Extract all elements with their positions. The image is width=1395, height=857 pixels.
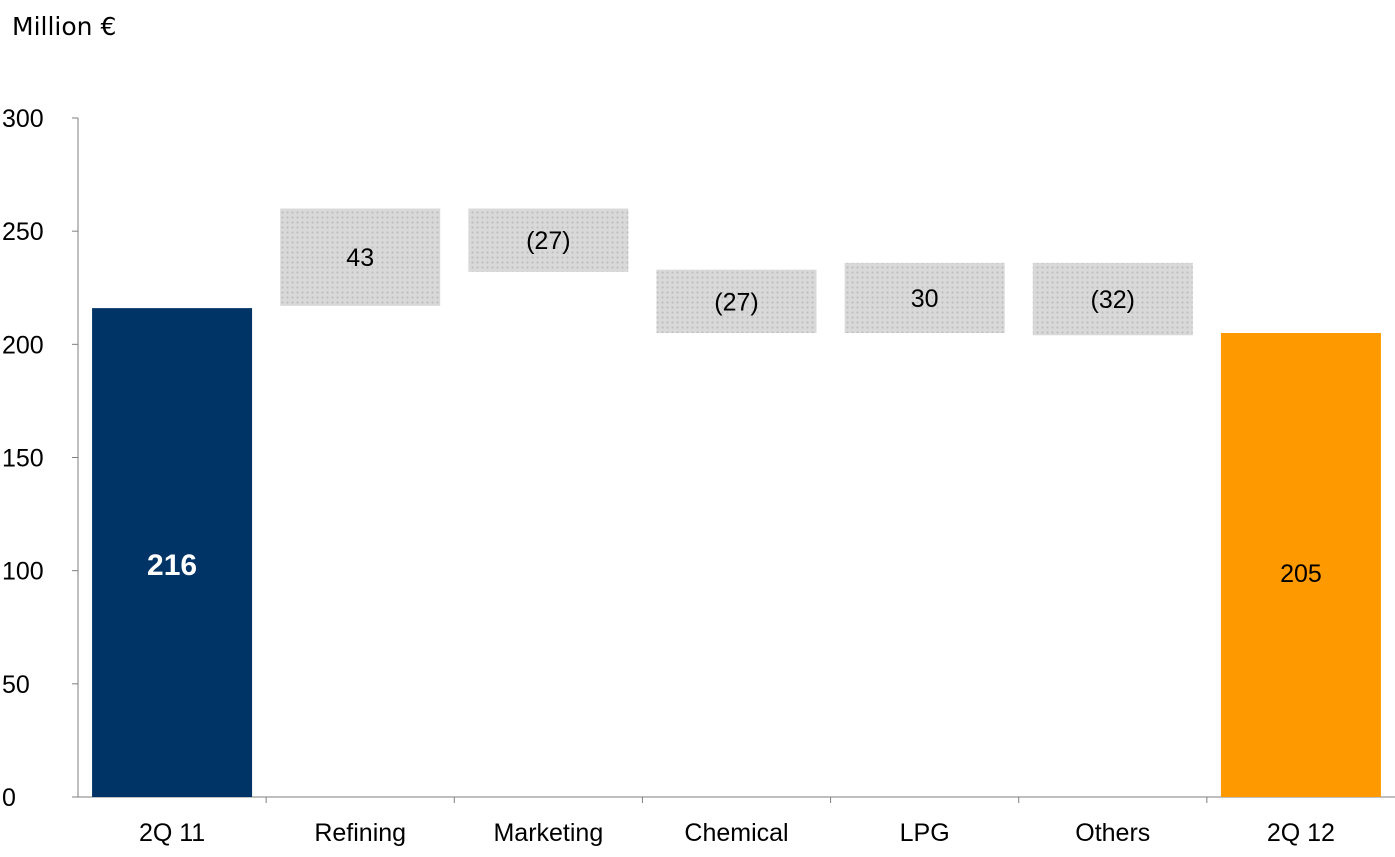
x-tick-label: Refining (314, 819, 406, 847)
bar-value-label: 43 (346, 244, 374, 272)
y-tick-label: 100 (2, 558, 44, 586)
x-tick-label: Chemical (684, 819, 788, 847)
delta-bar (468, 208, 629, 272)
data-labels: 216 43 (27) (27) 30 (32) 205 (147, 227, 1322, 588)
y-tick-label: 300 (2, 105, 44, 133)
bar-value-label: 30 (911, 285, 939, 313)
delta-bar (844, 262, 1005, 334)
x-tick-label: LPG (900, 819, 950, 847)
unit-label: Million € (12, 12, 117, 41)
x-tick-label: Others (1075, 819, 1150, 847)
delta-bar (656, 269, 817, 334)
x-tick-label: 2Q 12 (1267, 819, 1335, 847)
x-tick-label: Marketing (493, 819, 603, 847)
bar-value-label: (27) (526, 227, 570, 255)
y-tick-label: 150 (2, 445, 44, 473)
bar-value-label: 205 (1280, 560, 1322, 588)
y-tick-label: 250 (2, 218, 44, 246)
y-tick-label: 50 (2, 671, 30, 699)
bar-value-label: 216 (147, 549, 197, 582)
delta-bar (1032, 262, 1193, 336)
total-bar (92, 308, 253, 797)
delta-bar (280, 208, 441, 306)
bar-value-label: (27) (714, 288, 758, 316)
bar-value-label: (32) (1091, 286, 1135, 314)
x-tick-label: 2Q 11 (139, 819, 205, 847)
y-tick-label: 200 (2, 331, 44, 359)
total-bar (1220, 333, 1381, 797)
axes: 0 50 100 150 200 250 300 2Q 11 Refining Marketing… (2, 105, 1395, 847)
bars (92, 208, 1381, 797)
y-tick-label: 0 (2, 784, 16, 812)
